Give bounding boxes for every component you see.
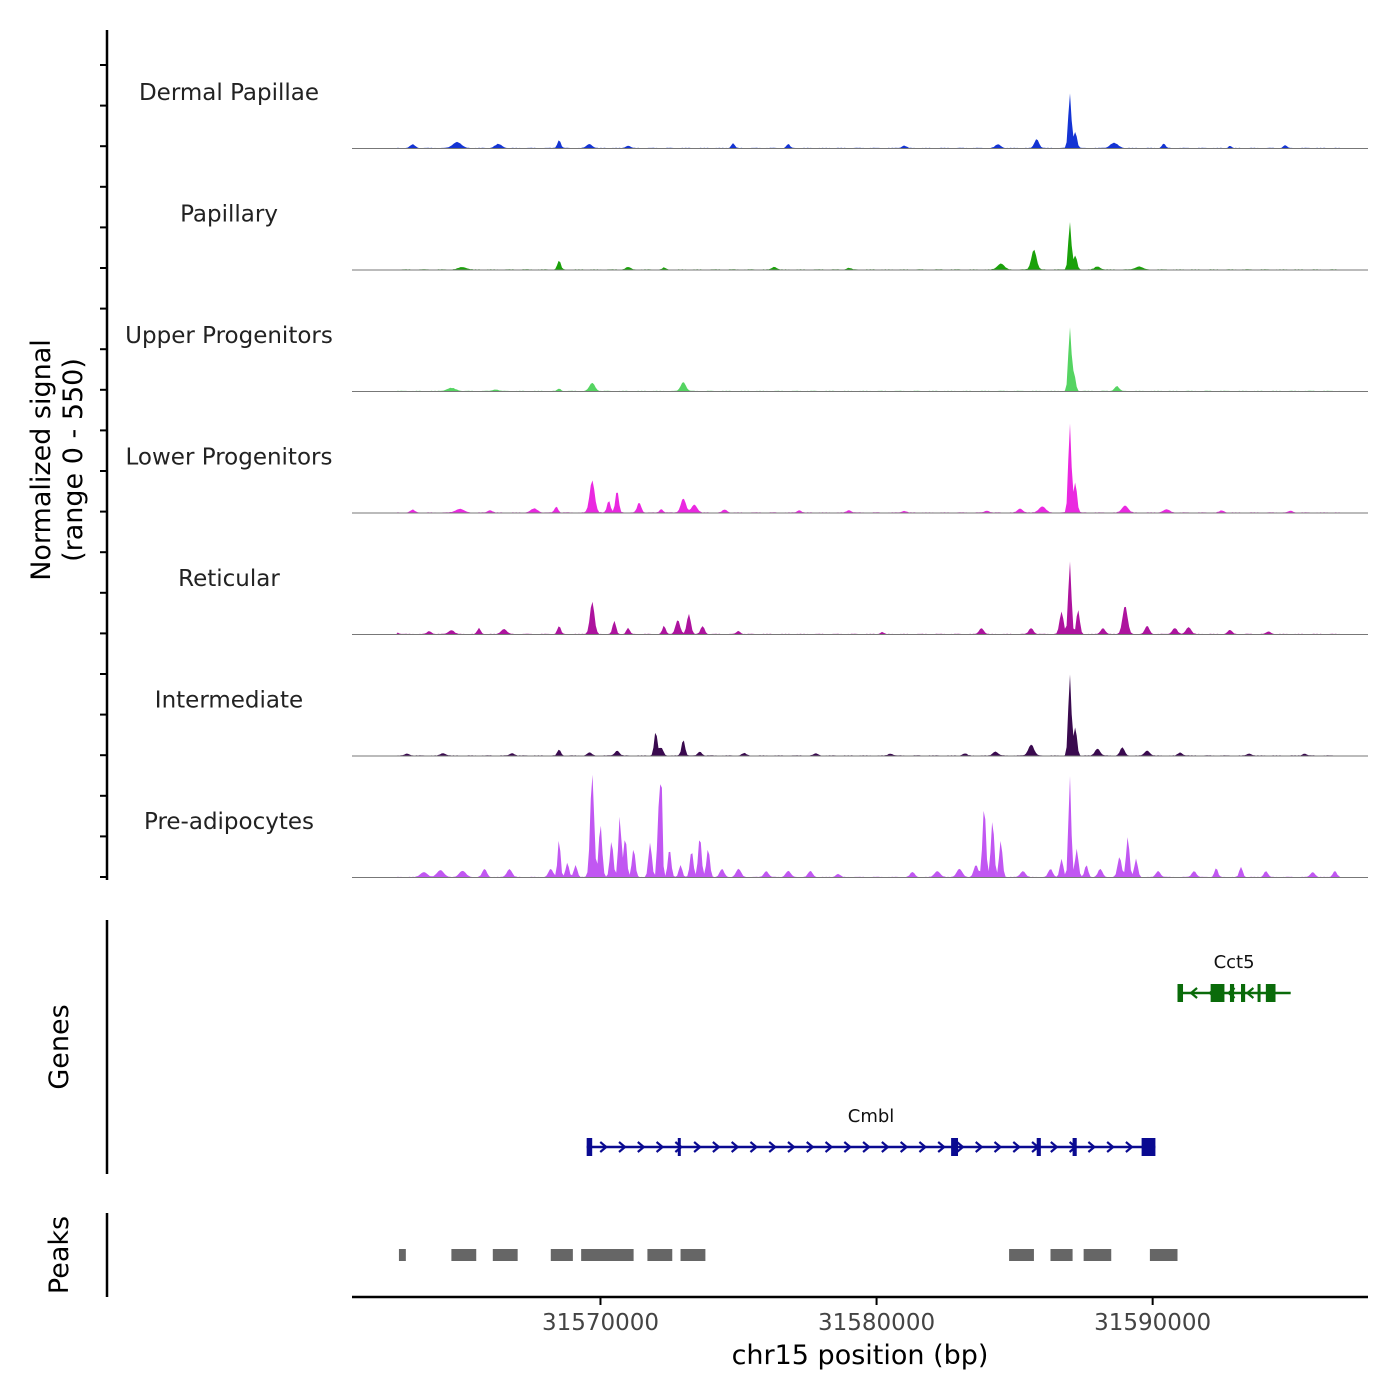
exon-cct5 — [1210, 984, 1225, 1002]
strand-arrow — [918, 1141, 928, 1153]
track-label-upper-progenitors: Upper Progenitors — [125, 323, 333, 349]
signal-y-axis-ticks — [100, 64, 107, 878]
peak-region — [492, 1249, 518, 1261]
exon-cct5 — [1265, 984, 1276, 1002]
exon-cmbl — [677, 1138, 681, 1156]
exon-cct5 — [1177, 984, 1184, 1002]
strand-arrow — [712, 1141, 721, 1153]
strand-arrow — [749, 1141, 759, 1153]
peak-regions — [398, 1249, 1178, 1261]
exon-cct5 — [1229, 984, 1235, 1002]
genes-axis-label: Genes — [44, 1004, 75, 1089]
strand-arrow — [843, 1141, 853, 1153]
track-label-intermediate: Intermediate — [155, 688, 303, 714]
strand-arrow — [655, 1141, 665, 1153]
strand-arrow — [730, 1141, 740, 1153]
peak-region — [680, 1249, 706, 1261]
strand-arrow — [1125, 1141, 1134, 1153]
strand-arrow — [881, 1141, 890, 1153]
strand-arrow — [1087, 1141, 1097, 1153]
exon-cct5 — [1257, 984, 1261, 1002]
peak-region — [451, 1249, 477, 1261]
strand-arrow — [618, 1141, 627, 1153]
exon-cct5 — [1241, 984, 1246, 1002]
x-tick-label: 31580000 — [818, 1310, 935, 1336]
signal-y-axis-label-line2: (range 0 - 550) — [58, 358, 89, 562]
peak-region — [647, 1249, 673, 1261]
strand-arrow — [1050, 1141, 1059, 1153]
strand-arrow — [975, 1141, 984, 1153]
signal-area-pre-adipocytes — [352, 774, 1368, 878]
exon-cmbl — [951, 1138, 959, 1156]
strand-arrow — [1189, 987, 1198, 999]
x-tick-label: 31570000 — [542, 1310, 659, 1336]
exon-cmbl — [1141, 1138, 1156, 1156]
signal-area-reticular — [352, 561, 1368, 635]
strand-arrow — [824, 1141, 834, 1153]
track-label-reticular: Reticular — [178, 566, 280, 592]
strand-arrow — [637, 1141, 646, 1153]
track-papillary: Papillary — [180, 202, 1368, 271]
peak-region — [1149, 1249, 1178, 1261]
signal-area-upper-progenitors — [352, 327, 1368, 392]
strand-arrow — [1012, 1141, 1021, 1153]
x-axis-ticks: 31570000 31580000 31590000 — [542, 1297, 1211, 1336]
strand-arrow — [956, 1141, 965, 1153]
strand-arrow — [993, 1141, 1003, 1153]
track-lower-progenitors: Lower Progenitors — [126, 423, 1368, 514]
peak-region — [550, 1249, 573, 1261]
track-label-pre-adipocytes: Pre-adipocytes — [144, 809, 314, 835]
track-reticular: Reticular — [178, 561, 1368, 635]
exon-cmbl — [1036, 1138, 1041, 1156]
signal-area-papillary — [352, 222, 1368, 270]
signal-area-intermediate — [352, 674, 1368, 756]
coverage-tracks: Dermal Papillae Papillary Upper Progenitor… — [125, 80, 1368, 878]
strand-arrow — [768, 1141, 777, 1153]
strand-arrow — [862, 1141, 871, 1153]
strand-arrow — [693, 1141, 702, 1153]
peak-region — [1009, 1249, 1034, 1261]
signal-y-axis-label-line1: Normalized signal — [26, 339, 57, 581]
strand-arrow — [937, 1141, 946, 1153]
track-dermal-papillae: Dermal Papillae — [139, 80, 1368, 149]
peak-region — [398, 1249, 406, 1261]
strand-arrow — [787, 1141, 796, 1153]
signal-area-dermal-papillae — [352, 93, 1368, 149]
track-label-papillary: Papillary — [180, 202, 278, 228]
gene-cmbl: Cmbl — [586, 1106, 1156, 1156]
track-pre-adipocytes: Pre-adipocytes — [144, 774, 1368, 878]
strand-arrow — [1245, 987, 1255, 999]
peak-region — [581, 1249, 606, 1261]
signal-area-lower-progenitors — [352, 423, 1368, 513]
gene-label-cct5: Cct5 — [1214, 952, 1255, 973]
track-label-dermal-papillae: Dermal Papillae — [139, 80, 319, 106]
strand-arrow — [1106, 1141, 1115, 1153]
exon-cmbl — [586, 1138, 593, 1156]
gene-annotations: Cct5 Cmbl — [586, 952, 1291, 1156]
peaks-axis-label: Peaks — [44, 1216, 75, 1294]
peak-region — [1050, 1249, 1073, 1261]
strand-arrow — [806, 1141, 815, 1153]
gene-cct5: Cct5 — [1177, 952, 1291, 1002]
strand-arrow — [899, 1141, 909, 1153]
exon-cmbl — [1072, 1138, 1077, 1156]
x-tick-label: 31590000 — [1094, 1310, 1211, 1336]
strand-arrow — [674, 1141, 684, 1153]
track-upper-progenitors: Upper Progenitors — [125, 323, 1368, 392]
x-axis-label: chr15 position (bp) — [732, 1340, 989, 1371]
track-intermediate: Intermediate — [155, 674, 1368, 757]
peak-region — [1083, 1249, 1112, 1261]
track-label-lower-progenitors: Lower Progenitors — [126, 445, 333, 471]
gene-label-cmbl: Cmbl — [848, 1106, 895, 1127]
strand-arrow — [599, 1141, 608, 1153]
peak-region — [606, 1249, 634, 1261]
